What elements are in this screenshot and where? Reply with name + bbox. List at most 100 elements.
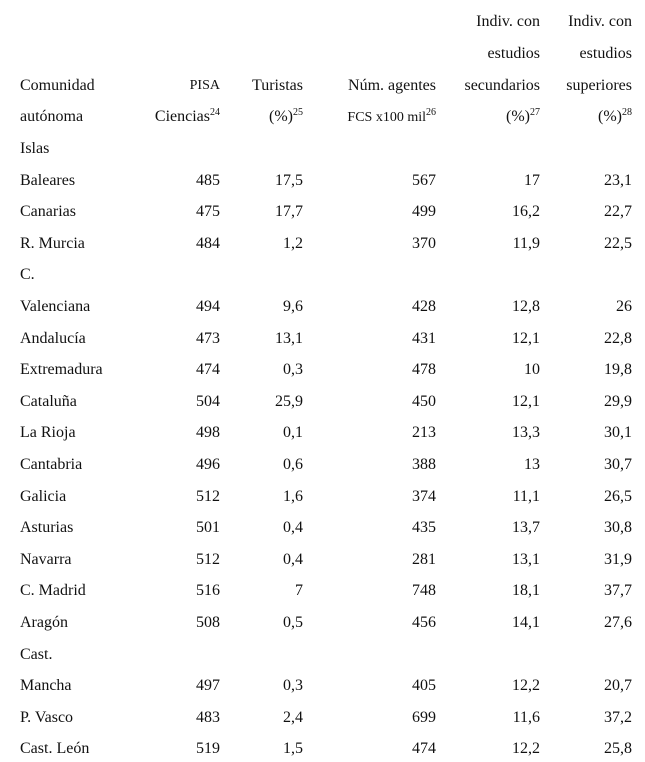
cell-value: 213 bbox=[412, 424, 436, 442]
header-line: Indiv. con bbox=[568, 13, 632, 30]
cell-value: 22,8 bbox=[604, 329, 632, 347]
row-label: La Rioja bbox=[20, 424, 76, 442]
row-label: P. Vasco bbox=[20, 708, 74, 726]
cell-value: 12,1 bbox=[512, 392, 540, 410]
row-label: Aragón bbox=[20, 614, 68, 631]
cell-value: 12,2 bbox=[512, 740, 540, 758]
cell-value: 14,1 bbox=[512, 614, 540, 631]
header-text: Núm. agentes bbox=[348, 76, 436, 96]
cell-value: 478 bbox=[412, 361, 436, 379]
cell-value: 11,9 bbox=[512, 234, 540, 252]
cell-value: 499 bbox=[412, 203, 436, 221]
header-line: Turistas bbox=[252, 77, 303, 94]
cell-value: 475 bbox=[196, 203, 220, 221]
cell-value: 0,6 bbox=[283, 456, 303, 473]
header-text: estudios bbox=[488, 44, 540, 64]
cell-value: 16,2 bbox=[512, 203, 540, 221]
row-label: Asturias bbox=[20, 519, 74, 537]
cell-value: 0,3 bbox=[283, 677, 303, 695]
header-line: Indiv. con bbox=[476, 13, 540, 30]
header-text: autónoma bbox=[20, 107, 83, 127]
cell-value: 512 bbox=[196, 487, 220, 505]
header-text: Indiv. con bbox=[568, 12, 632, 32]
row-label: C. Madrid bbox=[20, 582, 86, 600]
header-text: Comunidad bbox=[20, 76, 95, 96]
header-text: (%)25 bbox=[269, 107, 303, 127]
cell-value: 11,6 bbox=[512, 708, 540, 726]
row-label: Valenciana bbox=[20, 298, 91, 315]
cell-value: 31,9 bbox=[604, 550, 632, 568]
cell-value: 13,1 bbox=[512, 550, 540, 568]
cell-value: 1,6 bbox=[283, 487, 303, 505]
header-text: PISA bbox=[190, 76, 220, 96]
cell-value: 484 bbox=[196, 234, 220, 252]
header-line: (%) bbox=[598, 108, 622, 125]
row-label: Andalucía bbox=[20, 329, 86, 347]
cell-value: 519 bbox=[196, 740, 220, 758]
cell-value: 19,8 bbox=[604, 361, 632, 379]
header-text: (%)27 bbox=[506, 107, 540, 127]
cell-value: 497 bbox=[196, 677, 220, 695]
cell-value: 23,1 bbox=[604, 171, 632, 189]
cell-value: 22,5 bbox=[604, 234, 632, 252]
cell-value: 456 bbox=[412, 614, 436, 631]
row-label: Cast. bbox=[20, 645, 53, 663]
cell-value: 1,5 bbox=[283, 740, 303, 758]
header-text: superiores bbox=[566, 76, 632, 96]
footnote-ref: 28 bbox=[622, 107, 632, 118]
cell-value: 30,1 bbox=[604, 424, 632, 442]
cell-value: 26,5 bbox=[604, 487, 632, 505]
cell-value: 30,8 bbox=[604, 519, 632, 537]
cell-value: 0,5 bbox=[283, 614, 303, 631]
cell-value: 431 bbox=[412, 329, 436, 347]
cell-value: 508 bbox=[196, 614, 220, 631]
cell-value: 0,1 bbox=[283, 424, 303, 442]
header-text: Turistas bbox=[252, 76, 303, 96]
cell-value: 10 bbox=[524, 361, 540, 379]
cell-value: 567 bbox=[412, 171, 436, 189]
cell-value: 29,9 bbox=[604, 392, 632, 410]
cell-value: 435 bbox=[412, 519, 436, 537]
cell-value: 37,7 bbox=[604, 582, 632, 600]
cell-value: 26 bbox=[616, 298, 632, 315]
cell-value: 17,7 bbox=[275, 203, 303, 221]
row-label: R. Murcia bbox=[20, 234, 85, 252]
cell-value: 485 bbox=[196, 171, 220, 189]
header-text: estudios bbox=[580, 44, 632, 64]
header-line: estudios bbox=[487, 45, 540, 62]
footnote-ref: 26 bbox=[426, 107, 436, 118]
header-line: secundarios bbox=[464, 77, 540, 94]
cell-value: 2,4 bbox=[283, 708, 303, 726]
cell-value: 748 bbox=[412, 582, 436, 600]
header-line: (%) bbox=[506, 108, 530, 125]
header-line: PISA bbox=[189, 78, 220, 93]
cell-value: 370 bbox=[412, 234, 436, 252]
cell-value: 0,3 bbox=[283, 361, 303, 379]
row-label: C. bbox=[20, 266, 35, 284]
cell-value: 12,8 bbox=[512, 298, 540, 315]
cell-value: 699 bbox=[412, 708, 436, 726]
cell-value: 474 bbox=[196, 361, 220, 379]
cell-value: 483 bbox=[196, 708, 220, 726]
cell-value: 474 bbox=[412, 740, 436, 758]
header-line: superiores bbox=[566, 77, 632, 94]
cell-value: 498 bbox=[196, 424, 220, 442]
header-text: Ciencias24 bbox=[155, 107, 220, 127]
footnote-ref: 27 bbox=[530, 107, 540, 118]
cell-value: 13,3 bbox=[512, 424, 540, 442]
row-label: Canarias bbox=[20, 203, 76, 221]
cell-value: 27,6 bbox=[604, 614, 632, 631]
cell-value: 30,7 bbox=[604, 456, 632, 473]
cell-value: 388 bbox=[412, 456, 436, 473]
header-line: estudios bbox=[579, 45, 632, 62]
header-line: Ciencias bbox=[154, 108, 210, 125]
cell-value: 1,2 bbox=[283, 234, 303, 252]
cell-value: 25,8 bbox=[604, 740, 632, 758]
cell-value: 13,7 bbox=[512, 519, 540, 537]
cell-value: 494 bbox=[196, 298, 220, 315]
row-label: Cataluña bbox=[20, 392, 77, 410]
cell-value: 18,1 bbox=[512, 582, 540, 600]
cell-value: 281 bbox=[412, 550, 436, 568]
cell-value: 17 bbox=[524, 171, 540, 189]
